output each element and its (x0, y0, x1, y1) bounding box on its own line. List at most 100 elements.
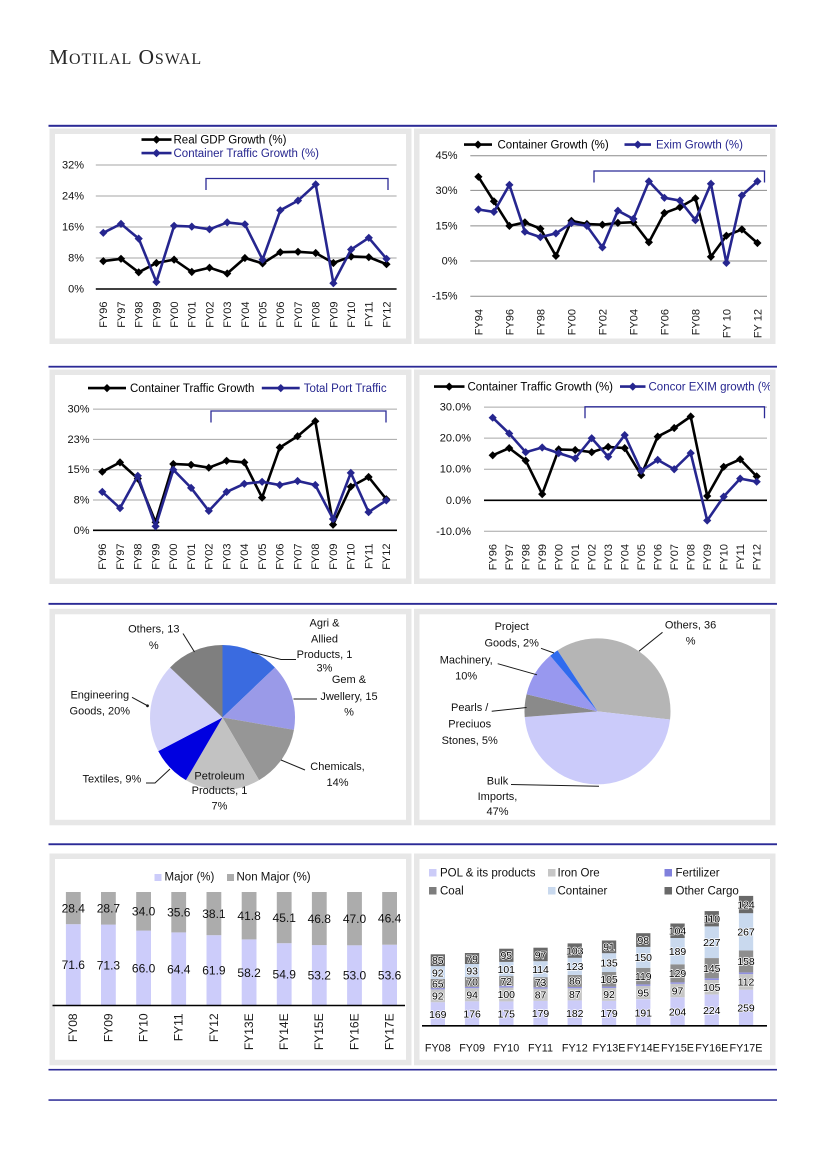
svg-text:204: 204 (669, 1007, 687, 1018)
svg-text:95: 95 (638, 988, 650, 999)
svg-text:FY11: FY11 (364, 302, 376, 327)
svg-text:0%: 0% (68, 284, 84, 296)
svg-text:Coal: Coal (440, 886, 464, 898)
svg-text:FY07: FY07 (293, 302, 305, 328)
svg-text:FY09: FY09 (328, 302, 340, 328)
svg-text:65: 65 (432, 979, 444, 990)
svg-text:87: 87 (535, 991, 547, 1002)
svg-text:79: 79 (466, 954, 478, 965)
svg-text:Textiles, 9%: Textiles, 9% (83, 773, 142, 785)
svg-text:182: 182 (566, 1009, 584, 1020)
svg-text:0%: 0% (442, 256, 458, 268)
svg-text:FY12: FY12 (207, 1013, 221, 1042)
svg-text:FY99: FY99 (151, 544, 163, 570)
svg-text:28.4: 28.4 (62, 901, 86, 915)
svg-text:FY15E: FY15E (661, 1043, 694, 1055)
svg-text:FY10: FY10 (719, 544, 731, 570)
svg-text:101: 101 (498, 965, 516, 976)
svg-text:Concor EXIM growth (%): Concor EXIM growth (%) (649, 382, 776, 394)
svg-text:Real GDP Growth (%): Real GDP Growth (%) (174, 135, 287, 147)
svg-text:135: 135 (600, 958, 618, 969)
svg-text:Stones, 5%: Stones, 5% (442, 735, 498, 747)
svg-text:FY96: FY96 (98, 302, 110, 328)
svg-text:Container Traffic Growth (%): Container Traffic Growth (%) (468, 382, 614, 394)
svg-text:85: 85 (432, 956, 444, 967)
svg-text:Iron Ore: Iron Ore (558, 868, 600, 880)
svg-text:FY15E: FY15E (312, 1013, 326, 1050)
svg-text:Pearls /: Pearls / (451, 702, 489, 714)
svg-text:23%: 23% (67, 434, 89, 446)
svg-text:FY 12: FY 12 (752, 309, 764, 338)
svg-text:FY94: FY94 (473, 309, 485, 335)
svg-text:FY12: FY12 (562, 1043, 588, 1055)
svg-text:Goods, 2%: Goods, 2% (484, 638, 539, 650)
svg-text:FY06: FY06 (659, 309, 671, 335)
svg-text:86: 86 (569, 977, 581, 988)
svg-text:176: 176 (463, 1009, 481, 1020)
svg-text:105: 105 (703, 983, 721, 994)
svg-text:FY16E: FY16E (695, 1043, 728, 1055)
svg-text:FY11: FY11 (528, 1043, 553, 1055)
svg-text:129: 129 (669, 969, 687, 980)
svg-text:FY04: FY04 (240, 302, 252, 328)
svg-text:15%: 15% (67, 464, 89, 476)
svg-text:FY08: FY08 (690, 309, 702, 335)
svg-text:0.0%: 0.0% (446, 495, 471, 507)
svg-text:98: 98 (638, 936, 650, 947)
svg-text:Products, 1: Products, 1 (192, 785, 248, 797)
svg-text:FY05: FY05 (258, 302, 270, 328)
svg-text:41.8: 41.8 (237, 909, 261, 923)
svg-text:POL & its products: POL & its products (440, 868, 536, 880)
svg-text:119: 119 (635, 972, 652, 983)
svg-text:FY01: FY01 (570, 544, 582, 570)
svg-text:53.2: 53.2 (308, 969, 332, 983)
svg-text:92: 92 (432, 992, 444, 1003)
svg-text:30%: 30% (67, 404, 89, 416)
svg-text:FY01: FY01 (187, 302, 199, 328)
svg-text:FY09: FY09 (101, 1013, 115, 1042)
svg-text:53.6: 53.6 (378, 968, 402, 982)
svg-text:Bulk: Bulk (487, 776, 509, 788)
svg-text:124: 124 (737, 900, 755, 911)
svg-text:Jwellery, 15: Jwellery, 15 (320, 691, 377, 703)
svg-text:FY96: FY96 (488, 544, 500, 570)
svg-text:Container: Container (558, 886, 608, 898)
svg-text:14%: 14% (326, 777, 348, 789)
svg-text:224: 224 (703, 1006, 721, 1017)
svg-text:100: 100 (498, 990, 516, 1001)
svg-text:104: 104 (669, 927, 687, 938)
svg-text:Chemicals,: Chemicals, (310, 761, 364, 773)
svg-text:FY12: FY12 (381, 302, 393, 328)
svg-text:FY97: FY97 (504, 544, 516, 570)
svg-text:15%: 15% (435, 220, 457, 232)
svg-text:3%: 3% (317, 663, 333, 675)
svg-text:24%: 24% (62, 191, 84, 203)
svg-text:FY11: FY11 (735, 544, 747, 569)
svg-text:FY10: FY10 (493, 1043, 519, 1055)
svg-text:FY06: FY06 (653, 544, 665, 570)
svg-text:Exim Growth (%): Exim Growth (%) (656, 140, 743, 152)
svg-text:Non Major (%): Non Major (%) (237, 872, 311, 884)
svg-text:FY03: FY03 (603, 544, 615, 570)
svg-text:Total Port Traffic: Total Port Traffic (304, 383, 387, 395)
svg-text:FY96: FY96 (504, 309, 516, 335)
svg-text:259: 259 (737, 1004, 755, 1015)
svg-text:38.1: 38.1 (202, 907, 226, 921)
svg-text:FY10: FY10 (137, 1013, 151, 1042)
svg-text:66.0: 66.0 (132, 961, 156, 975)
svg-text:94: 94 (466, 991, 478, 1002)
svg-text:FY11: FY11 (363, 544, 375, 569)
svg-text:64.4: 64.4 (167, 962, 191, 976)
svg-text:%: % (686, 636, 696, 648)
svg-text:92: 92 (603, 990, 615, 1001)
svg-text:FY11: FY11 (172, 1013, 186, 1041)
svg-text:FY12: FY12 (381, 544, 393, 570)
svg-text:91: 91 (603, 943, 615, 954)
svg-text:Machinery,: Machinery, (440, 655, 493, 667)
svg-text:FY10: FY10 (346, 302, 358, 328)
svg-text:FY09: FY09 (702, 544, 714, 570)
svg-text:20.0%: 20.0% (440, 433, 471, 445)
svg-text:70: 70 (466, 978, 478, 989)
svg-text:Fertilizer: Fertilizer (676, 868, 720, 880)
svg-text:FY12: FY12 (752, 544, 764, 570)
